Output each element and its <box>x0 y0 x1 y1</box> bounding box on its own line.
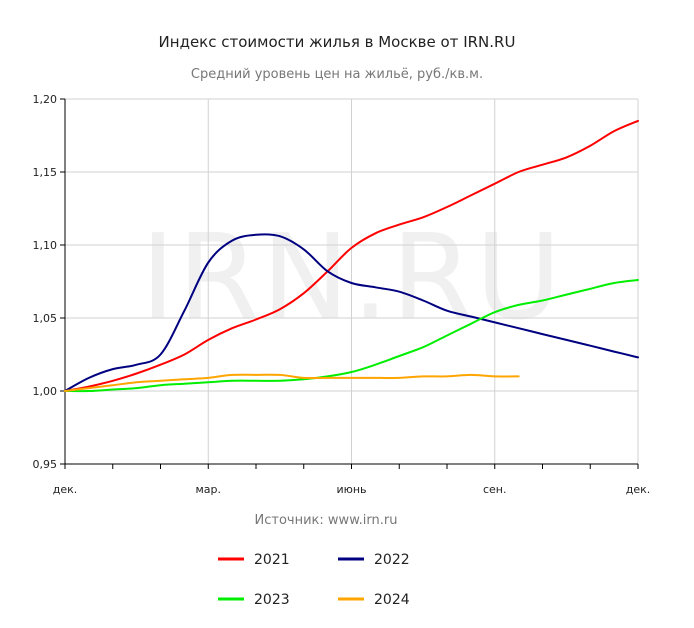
y-tick-label: 1,10 <box>33 239 58 252</box>
y-tick-label: 1,20 <box>33 93 58 106</box>
series-line-2022 <box>64 233 639 392</box>
y-tick-label: 1,15 <box>33 166 58 179</box>
legend-label-2022: 2022 <box>374 552 410 568</box>
x-tick-label: дек. <box>53 483 78 496</box>
legend-label-2024: 2024 <box>374 592 410 608</box>
chart-subtitle: Средний уровень цен на жильё, руб./кв.м. <box>191 67 483 82</box>
series-line-2024 <box>64 373 520 392</box>
source-text: Источник: www.irn.ru <box>255 513 398 528</box>
axes <box>60 98 639 469</box>
y-tick-label: 1,00 <box>33 385 58 398</box>
x-tick-label: июнь <box>336 483 366 496</box>
x-tick-label: мар. <box>195 483 221 496</box>
series-line-2021 <box>64 119 639 392</box>
y-tick-label: 1,05 <box>33 312 58 325</box>
tick-labels: 1,20 1,15 1,10 1,05 1,00 0,95 дек. мар. июнь сен.… <box>33 93 651 496</box>
legend-label-2021: 2021 <box>254 552 290 568</box>
chart-title: Индекс стоимости жилья в Москве от IRN.R… <box>159 33 516 51</box>
legend: 2021 2022 2023 2024 <box>218 552 410 608</box>
x-tick-label: дек. <box>626 483 651 496</box>
x-tick-label: сен. <box>483 483 507 496</box>
series-lines <box>64 119 639 393</box>
series-line-2023 <box>64 279 639 393</box>
y-tick-label: 0,95 <box>33 458 58 471</box>
legend-label-2023: 2023 <box>254 592 290 608</box>
